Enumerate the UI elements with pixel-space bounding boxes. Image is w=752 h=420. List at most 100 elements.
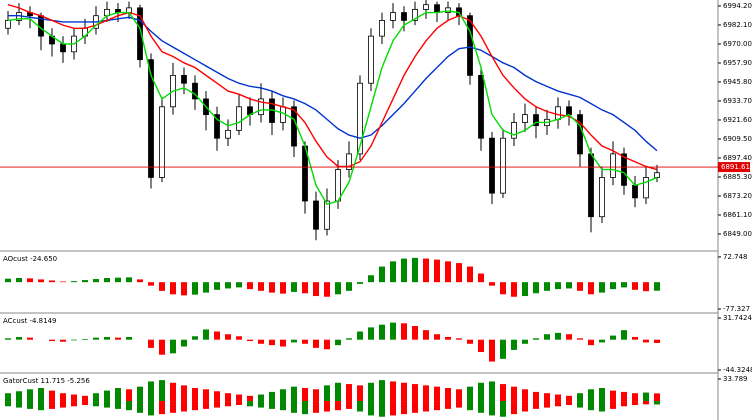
histogram-bar [555, 401, 561, 407]
y-tick-label: 6994.20 [723, 2, 752, 10]
histogram-bar [49, 339, 55, 342]
histogram-bar [192, 336, 198, 340]
candle-body [511, 122, 517, 139]
histogram-bar [82, 280, 88, 283]
histogram-bar [148, 401, 154, 416]
histogram-bar [368, 382, 374, 402]
histogram-bar [324, 282, 330, 297]
histogram-bar [555, 282, 561, 290]
histogram-bar [500, 384, 506, 402]
histogram-bar [148, 381, 154, 402]
histogram-bar [302, 387, 308, 402]
histogram-bar [181, 385, 187, 402]
candle-body [214, 114, 220, 139]
histogram-bar [401, 401, 407, 415]
histogram-bar [522, 282, 528, 297]
pane-title: AOcust -24.650 [3, 255, 57, 263]
candle-body [577, 114, 583, 155]
histogram-bar [654, 401, 660, 405]
y-tick-label: 6921.60 [723, 116, 752, 124]
histogram-bar [203, 329, 209, 340]
histogram-bar [269, 282, 275, 293]
histogram-bar [434, 401, 440, 411]
histogram-bar [357, 331, 363, 340]
histogram-bar [412, 401, 418, 413]
histogram-bar [511, 401, 517, 415]
histogram-bar [93, 279, 99, 283]
histogram-bar [71, 401, 77, 407]
histogram-bar [126, 277, 132, 283]
histogram-bar [390, 322, 396, 340]
candle-body [236, 106, 242, 131]
histogram-bar [170, 401, 176, 413]
histogram-bar [368, 401, 374, 416]
histogram-bar [203, 282, 209, 293]
histogram-bar [423, 330, 429, 340]
candle-body [445, 7, 451, 13]
histogram-bar [291, 282, 297, 292]
y-tick-label: 72.748 [723, 253, 748, 261]
histogram-bar [225, 282, 231, 289]
histogram-bar [632, 336, 638, 340]
histogram-bar [599, 387, 605, 402]
histogram-bar [38, 387, 44, 402]
histogram-bar [357, 282, 363, 284]
histogram-bar [643, 392, 649, 402]
histogram-bar [280, 401, 286, 411]
histogram-bar [192, 401, 198, 411]
candle-body [390, 12, 396, 21]
histogram-bar [247, 339, 253, 342]
candle-body [434, 4, 440, 13]
histogram-bar [148, 282, 154, 286]
y-tick-label: 6970.00 [723, 40, 752, 48]
histogram-bar [258, 394, 264, 402]
histogram-bar [137, 401, 143, 413]
histogram-bar [335, 382, 341, 402]
candle-body [225, 129, 231, 139]
histogram-bar [225, 393, 231, 402]
histogram-bar [522, 401, 528, 412]
candle-body [610, 153, 616, 178]
histogram-bar [577, 282, 583, 291]
histogram-bar [566, 282, 572, 289]
histogram-bar [60, 281, 66, 283]
moving-average [7, 4, 658, 171]
histogram-bar [126, 336, 132, 340]
candle-body [313, 200, 319, 230]
candle-body [533, 114, 539, 127]
histogram-bar [60, 339, 66, 342]
candle-body [566, 106, 572, 116]
histogram-bar [533, 282, 539, 294]
histogram-bar [104, 390, 110, 402]
histogram-bar [324, 401, 330, 412]
histogram-bar [247, 282, 253, 290]
histogram-bar [5, 338, 11, 340]
histogram-bar [643, 401, 649, 405]
histogram-bar [170, 339, 176, 354]
candle-body [324, 200, 330, 230]
pane-title: ACcust -4.8149 [3, 317, 56, 325]
histogram-bar [379, 401, 385, 417]
candle-body [192, 82, 198, 100]
moving-average [7, 10, 658, 205]
histogram-bar [566, 395, 572, 402]
histogram-bar [203, 401, 209, 409]
histogram-bar [434, 259, 440, 283]
candle-body [555, 106, 561, 120]
histogram-bar [313, 339, 319, 348]
histogram-bar [445, 401, 451, 409]
histogram-bar [577, 338, 583, 340]
histogram-bar [654, 282, 660, 291]
histogram-bar [181, 282, 187, 296]
histogram-bar [115, 387, 121, 402]
histogram-bar [412, 257, 418, 283]
histogram-bar [192, 282, 198, 295]
histogram-bar [269, 339, 275, 346]
histogram-bar [313, 389, 319, 402]
histogram-bar [467, 266, 473, 283]
candle-body [588, 153, 594, 218]
candle-body [643, 177, 649, 199]
histogram-bar [610, 282, 616, 290]
candle-body [357, 82, 363, 155]
